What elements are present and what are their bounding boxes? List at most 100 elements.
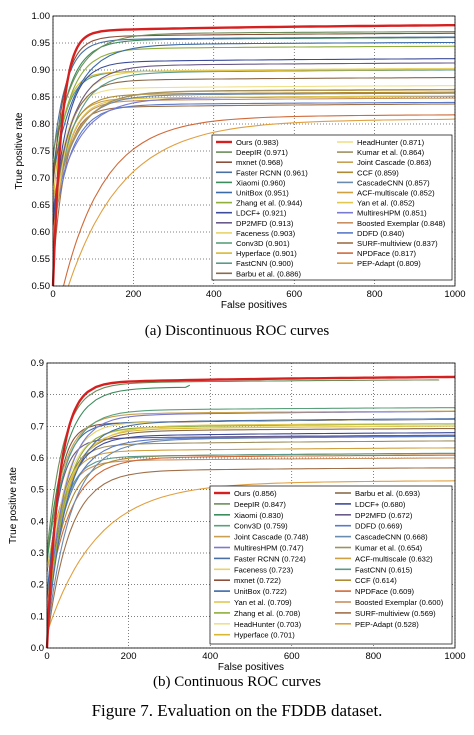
legend-entry: Hyperface (0.901)	[236, 249, 297, 258]
series-curve	[45, 375, 456, 649]
legend-entry: Zhang et al. (0.944)	[236, 199, 303, 208]
y-tick-label: 0.80	[32, 119, 51, 130]
series-curve	[52, 88, 456, 210]
y-tick-label: 0.90	[32, 65, 51, 76]
y-axis-label: True positive rate	[14, 112, 25, 189]
y-tick-label: 0.70	[32, 173, 51, 184]
series-curve	[62, 114, 456, 287]
y-tick-label: 0.50	[32, 281, 51, 292]
y-axis-label: True positive rate	[8, 467, 19, 544]
figure-canvas: 0 200 400 600 800 10000.500.550.600.650.700.7…	[8, 11, 466, 673]
series-curve	[46, 467, 456, 642]
legend-entry: DeepIR (0.847)	[234, 500, 286, 509]
legend-entry: HeadHunter (0.871)	[357, 138, 425, 147]
legend-entry: CascadeCNN (0.668)	[355, 533, 428, 542]
legend-entry: Kumar et al. (0.864)	[357, 148, 425, 157]
legend-entry: Faceness (0.903)	[236, 229, 296, 238]
y-tick-label: 0.2	[31, 580, 44, 591]
x-tick-label: 200	[121, 651, 137, 662]
legend-entry: Zhang et al. (0.708)	[234, 609, 301, 618]
series-curve	[46, 434, 455, 604]
y-tick-label: 0.4	[31, 516, 44, 527]
series-curve	[46, 454, 456, 606]
legend-entry: Joint Cascade (0.863)	[357, 158, 432, 167]
y-tick-label: 0.85	[32, 92, 51, 103]
series-curve	[46, 428, 455, 573]
y-tick-label: 0.0	[31, 643, 44, 654]
x-tick-label: 200	[125, 289, 141, 300]
legend-entry: Faster RCNN (0.961)	[236, 168, 308, 177]
y-tick-label: 0.65	[32, 200, 51, 211]
legend-entry: CCF (0.859)	[357, 168, 399, 177]
legend-entry: DeepIR (0.971)	[236, 148, 288, 157]
legend-entry: DDFD (0.840)	[357, 229, 405, 238]
series-curve	[52, 95, 456, 237]
legend-entry: PEP-Adapt (0.809)	[357, 259, 421, 268]
x-tick-label: 600	[284, 651, 300, 662]
x-tick-label: 600	[286, 289, 302, 300]
legend-entry: mxnet (0.722)	[234, 576, 281, 585]
legend: Ours (0.983)DeepIR (0.971)mxnet (0.968)F…	[211, 134, 453, 281]
y-tick-label: 0.55	[32, 254, 51, 265]
legend-entry: Faceness (0.723)	[234, 565, 294, 574]
legend-entry: DP2MFD (0.672)	[355, 511, 413, 520]
series-curve	[46, 410, 456, 559]
legend-entry: ACF-multiscale (0.852)	[357, 189, 435, 198]
series-curve	[52, 101, 455, 235]
series-curves	[45, 375, 456, 649]
legend-entry: SURF-multiview (0.837)	[357, 239, 438, 248]
series-curve	[52, 62, 455, 212]
series-curve	[46, 480, 456, 634]
legend-entry: DP2MFD (0.913)	[236, 219, 294, 228]
series-curve	[46, 418, 456, 636]
legend-entry: MultiresHPM (0.747)	[234, 544, 304, 553]
legend-entry: LDCF+ (0.921)	[236, 209, 287, 218]
y-tick-label: 0.1	[31, 611, 44, 622]
figure-caption: Figure 7. Evaluation on the FDDB dataset…	[91, 701, 383, 720]
legend-entry: SURF-multiview (0.569)	[355, 609, 436, 618]
legend-entry: PEP-Adapt (0.528)	[355, 620, 419, 629]
series-curve	[46, 422, 455, 570]
legend-entry: Conv3D (0.759)	[234, 522, 288, 531]
x-tick-label: 1000	[444, 651, 465, 662]
legend-entry: Boosted Exemplar (0.600)	[355, 598, 444, 607]
legend-entry: ACF-multiscale (0.632)	[355, 554, 433, 563]
legend-entry: Boosted Exemplar (0.848)	[357, 219, 446, 228]
legend: Ours (0.856) DeepIR (0.847) Xiaomi (0.830)…	[209, 485, 453, 645]
legend-entry: Yan et al. (0.852)	[357, 199, 415, 208]
series-curve	[52, 36, 455, 159]
legend-entry: CCF (0.614)	[355, 576, 397, 585]
legend-entry: Barbu et al. (0.693)	[355, 489, 420, 498]
y-tick-label: 0.95	[32, 38, 51, 49]
series-curve	[46, 384, 191, 563]
y-tick-label: 0.5	[31, 485, 44, 496]
series-curve	[52, 85, 455, 221]
caption-b: (b) Continuous ROC curves	[153, 674, 321, 690]
y-tick-label: 0.9	[31, 358, 44, 369]
legend-box	[209, 485, 453, 645]
series-curve	[46, 425, 456, 623]
series-curve	[67, 118, 456, 287]
caption-a: (a) Discontinuous ROC curves	[144, 323, 330, 339]
y-tick-label: 0.7	[31, 421, 44, 432]
plot-frame	[46, 362, 456, 649]
x-tick-label: 400	[202, 651, 218, 662]
x-axis-label: False positives	[221, 300, 287, 311]
y-tick-label: 0.60	[32, 227, 51, 238]
y-tick-label: 0.75	[32, 146, 51, 157]
legend-entry: UnitBox (0.722)	[234, 587, 287, 596]
legend-entry: Ours (0.856)	[234, 489, 277, 498]
legend-entry: Barbu et al. (0.886)	[236, 269, 301, 278]
legend-entry: CascadeCNN (0.857)	[357, 178, 430, 187]
legend-entry: DDFD (0.669)	[355, 522, 403, 531]
y-tick-label: 0.8	[31, 390, 44, 401]
series-curve	[52, 58, 455, 226]
y-tick-label: 0.6	[31, 453, 44, 464]
x-tick-label: 800	[365, 651, 381, 662]
series-curve	[51, 24, 455, 287]
legend-entry: Kumar et al. (0.654)	[355, 544, 423, 553]
series-curves	[51, 24, 456, 287]
legend-entry: Ours (0.983)	[236, 138, 279, 147]
plot-frame	[52, 15, 456, 287]
y-tick-label: 0.3	[31, 548, 44, 559]
